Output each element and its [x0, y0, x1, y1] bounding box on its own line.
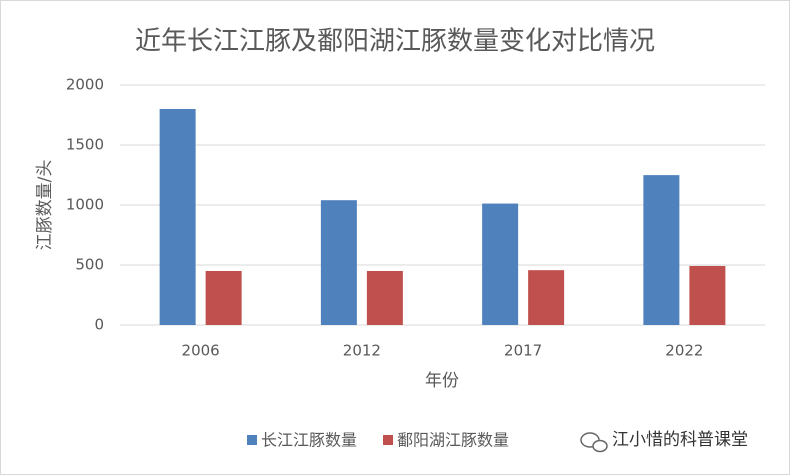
- legend-label: 长江江豚数量: [261, 431, 357, 450]
- watermark-icon: [580, 432, 608, 453]
- x-axis-label: 年份: [425, 371, 459, 391]
- y-tick-label: 2000: [66, 76, 104, 94]
- legend-label: 鄱阳湖江豚数量: [397, 431, 509, 450]
- bar: [205, 271, 242, 325]
- bar: [482, 203, 519, 325]
- x-tick-label: 2012: [343, 342, 381, 360]
- bar: [643, 175, 680, 325]
- bar: [366, 271, 403, 325]
- bar: [159, 109, 196, 325]
- y-tick-label: 500: [75, 256, 104, 274]
- legend-swatch: [383, 435, 394, 445]
- legend-swatch: [247, 435, 257, 445]
- y-tick-label: 1500: [66, 136, 104, 154]
- x-tick-label: 2022: [665, 342, 703, 360]
- y-axis-label: 江豚数量/头: [35, 160, 55, 251]
- bar: [528, 270, 565, 325]
- bar: [320, 200, 357, 325]
- chart-title: 近年长江江豚及鄱阳湖江豚数量变化对比情况: [135, 27, 655, 57]
- x-tick-label: 2006: [182, 342, 220, 360]
- y-tick-label: 1000: [66, 196, 104, 214]
- y-tick-label: 0: [94, 316, 104, 334]
- bar: [689, 265, 726, 325]
- x-tick-label: 2017: [504, 342, 542, 360]
- watermark: 江小惜的科普课堂: [612, 430, 748, 450]
